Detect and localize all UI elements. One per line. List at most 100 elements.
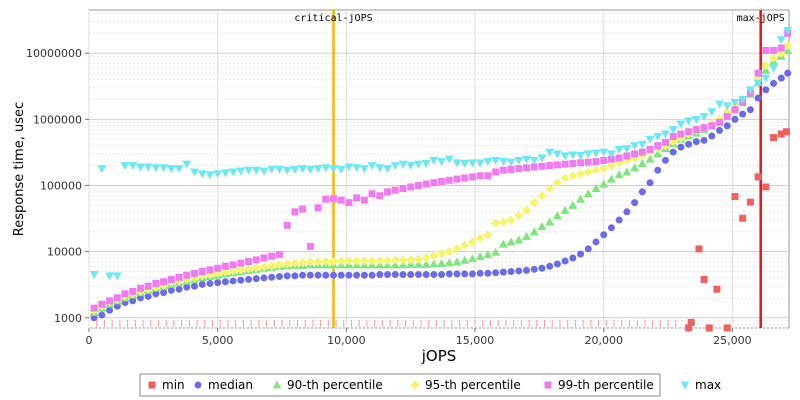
data-point (560, 152, 570, 161)
data-point (529, 227, 539, 236)
data-point (438, 271, 446, 279)
data-point (569, 254, 577, 262)
data-point (245, 275, 253, 283)
data-point (560, 173, 570, 183)
data-point (121, 290, 129, 298)
data-point (452, 159, 462, 168)
data-point (730, 98, 740, 107)
data-point (523, 266, 530, 274)
data-point (328, 256, 338, 266)
data-point (444, 155, 454, 164)
data-point (546, 262, 554, 270)
series-max (89, 27, 793, 281)
legend-label: 95-th percentile (425, 378, 521, 392)
data-point (668, 126, 678, 135)
data-point (305, 257, 315, 267)
data-point (367, 256, 377, 266)
data-point (298, 258, 308, 268)
legend-label: 99-th percentile (558, 378, 654, 392)
data-point (716, 126, 724, 134)
data-point (437, 249, 447, 259)
data-point (707, 108, 717, 117)
data-point (175, 285, 183, 293)
data-point (421, 159, 431, 168)
data-point (515, 165, 523, 173)
data-point (507, 165, 515, 173)
data-point (360, 196, 368, 204)
data-point (708, 122, 716, 130)
data-point (475, 233, 485, 243)
data-point (444, 247, 454, 257)
data-point (591, 184, 601, 193)
data-point (606, 174, 616, 183)
data-point (313, 257, 323, 267)
data-point (731, 193, 739, 201)
data-point (783, 27, 793, 36)
data-point (89, 271, 99, 280)
data-point (191, 269, 199, 277)
data-point (220, 267, 230, 277)
data-point (206, 266, 214, 274)
data-point (599, 148, 609, 157)
data-point (460, 255, 470, 264)
data-point (545, 148, 555, 157)
data-point (306, 271, 314, 279)
data-point (376, 271, 384, 279)
data-point (646, 145, 654, 153)
data-point (745, 86, 755, 95)
y-tick-label: 1000 (54, 312, 82, 325)
legend-item: 99-th percentile (544, 378, 654, 392)
data-point (738, 95, 748, 104)
data-point (705, 324, 713, 332)
data-point (506, 237, 516, 246)
data-point (676, 120, 686, 129)
data-point (669, 133, 677, 141)
y-tick-label: 10000 (47, 246, 82, 259)
data-point (537, 191, 547, 201)
data-point (615, 154, 623, 162)
x-tick-label: 15,000 (456, 334, 495, 347)
data-point (777, 130, 785, 138)
legend-item: min (148, 378, 185, 392)
y-axis-title: Response time, usec (12, 102, 27, 236)
data-point (739, 110, 747, 118)
data-point (407, 183, 415, 191)
data-point (445, 270, 453, 278)
data-point (723, 324, 731, 332)
data-point (677, 143, 685, 151)
data-point (529, 198, 539, 208)
data-point (413, 254, 423, 264)
data-point (183, 271, 191, 279)
data-point (546, 162, 554, 170)
data-point (437, 158, 447, 167)
data-point (522, 155, 531, 164)
x-tick-label: 5,000 (202, 334, 234, 347)
data-point (167, 275, 175, 283)
data-point (251, 166, 261, 175)
legend-item: 95-th percentile (410, 378, 521, 392)
data-point (322, 271, 330, 279)
data-point (645, 154, 655, 163)
data-point (661, 156, 669, 164)
data-point (467, 254, 477, 263)
data-point (739, 214, 747, 222)
data-point (298, 165, 308, 174)
data-point (599, 179, 609, 188)
data-point (406, 162, 416, 171)
data-point (761, 61, 771, 71)
data-point (622, 145, 632, 154)
data-point (776, 36, 786, 45)
data-point (484, 269, 492, 277)
data-point (267, 165, 277, 174)
data-point (506, 215, 516, 225)
data-point (252, 256, 260, 264)
data-point (135, 163, 145, 172)
data-point (583, 167, 593, 177)
data-point (313, 165, 323, 174)
data-point (221, 278, 229, 286)
data-point (468, 270, 476, 278)
data-point (328, 165, 338, 174)
data-point (260, 254, 268, 262)
data-point (268, 252, 276, 260)
legend-item: median (194, 378, 253, 392)
